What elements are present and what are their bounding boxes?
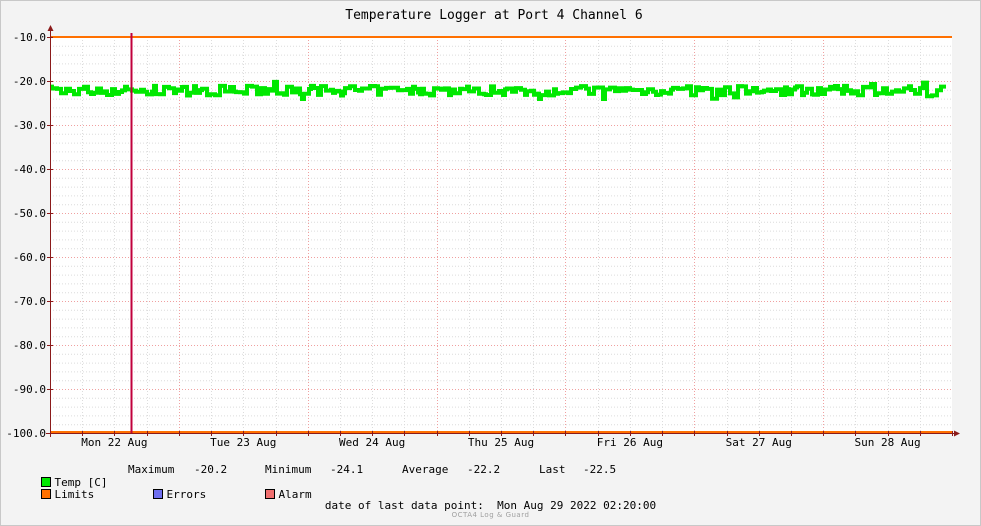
y-tick-label: -40.0 [13, 163, 46, 176]
y-tick-label: -70.0 [13, 295, 46, 308]
x-tick-labels: Mon 22 Aug Tue 23 Aug Wed 24 Aug Thu 25 Aug… [81, 436, 920, 449]
y-tick-label: -80.0 [13, 339, 46, 352]
last-point-label: date of last data point: [324, 499, 484, 512]
y-tick-label: -60.0 [13, 251, 46, 264]
y-tick-label: -90.0 [13, 383, 46, 396]
x-axis-arrow [954, 430, 960, 437]
temp-series [50, 79, 946, 101]
chart-title: Temperature Logger at Port 4 Channel 6 [345, 8, 642, 23]
x-tick-label: Sat 27 Aug [726, 436, 792, 449]
x-tick-label: Fri 26 Aug [597, 436, 663, 449]
y-tick-label: -20.0 [13, 75, 46, 88]
y-axis-arrow [47, 25, 54, 31]
y-tick-label: -30.0 [13, 119, 46, 132]
watermark: OCTA4 Log & Guard [451, 511, 530, 519]
y-tick-label: -50.0 [13, 207, 46, 220]
y-tick-label: -100.0 [6, 427, 46, 440]
x-tick-label: Thu 25 Aug [468, 436, 534, 449]
grid [50, 37, 952, 434]
y-tick-labels: -10.0 -20.0 -30.0 -40.0 -50.0 -60.0 -70.0 -80.0… [6, 31, 46, 440]
y-tick-label: -10.0 [13, 31, 46, 44]
temp-line [50, 79, 946, 101]
x-tick-label: Sun 28 Aug [854, 436, 920, 449]
x-tick-label: Mon 22 Aug [81, 436, 147, 449]
x-tick-label: Wed 24 Aug [339, 436, 405, 449]
x-tick-label: Tue 23 Aug [210, 436, 276, 449]
last-data-point: date of last data point: Mon Aug 29 2022… [0, 499, 981, 512]
last-point-value: Mon Aug 29 2022 02:20:00 [497, 499, 657, 512]
axes [46, 25, 960, 437]
